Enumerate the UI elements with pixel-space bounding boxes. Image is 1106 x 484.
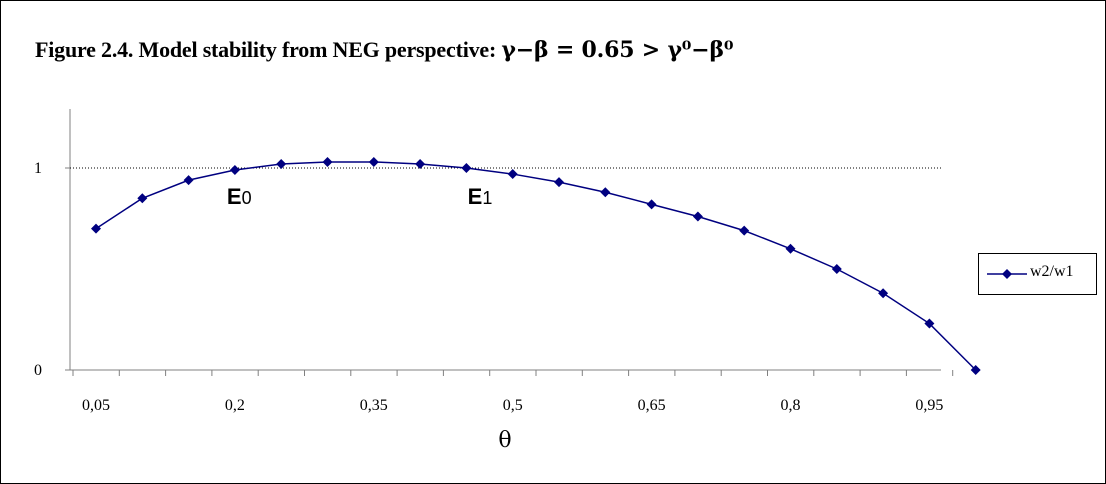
plot-area: 0 1 0,05 0,2 0,35 0,5 0,65 0,8 0,95 θ E0 E1 xyxy=(34,109,981,453)
x-tick-label: 0,5 xyxy=(503,397,523,414)
x-tick-label: 0,65 xyxy=(638,397,666,414)
series-point xyxy=(739,225,750,236)
y-tick-label: 1 xyxy=(34,160,42,177)
chart-title-formula: γ−β = 0.65 > γ⁰−β⁰ xyxy=(501,37,734,63)
legend-label: w2/w1 xyxy=(1030,263,1074,280)
series-point xyxy=(91,223,101,234)
x-tick-label: 0,8 xyxy=(781,397,801,414)
series-point xyxy=(137,193,148,204)
legend: w2/w1 xyxy=(978,253,1097,295)
series-point xyxy=(878,288,889,299)
annotation-label: E0 xyxy=(227,184,252,209)
chart-title-text: Figure 2.4. Model stability from NEG per… xyxy=(35,37,502,62)
y-tick-label: 0 xyxy=(34,362,42,379)
series-point xyxy=(229,165,240,176)
series-point xyxy=(646,199,657,210)
series-point xyxy=(183,175,194,186)
series-point xyxy=(831,264,842,274)
x-tick-label: 0,05 xyxy=(82,397,110,414)
series-point xyxy=(322,156,333,167)
series-point xyxy=(785,243,796,254)
x-tick-label: 0,95 xyxy=(915,397,943,414)
series-point xyxy=(554,177,564,188)
chart-title: Figure 2.4. Model stability from NEG per… xyxy=(35,37,733,63)
x-axis-label: θ xyxy=(498,428,511,453)
series-point xyxy=(461,163,472,173)
x-tick-label: 0,35 xyxy=(360,397,388,414)
series-point xyxy=(970,365,981,375)
series-point xyxy=(276,158,287,169)
series-line xyxy=(95,161,977,371)
series-point xyxy=(600,187,611,198)
series-point xyxy=(507,169,518,180)
series-point xyxy=(415,158,426,169)
legend-marker-icon xyxy=(987,269,1027,279)
series-point xyxy=(368,156,379,167)
annotation-label: E1 xyxy=(468,184,493,209)
plot-background xyxy=(70,109,941,370)
series-point xyxy=(692,211,703,222)
series-point xyxy=(924,318,935,329)
x-tick-label: 0,2 xyxy=(225,397,245,414)
